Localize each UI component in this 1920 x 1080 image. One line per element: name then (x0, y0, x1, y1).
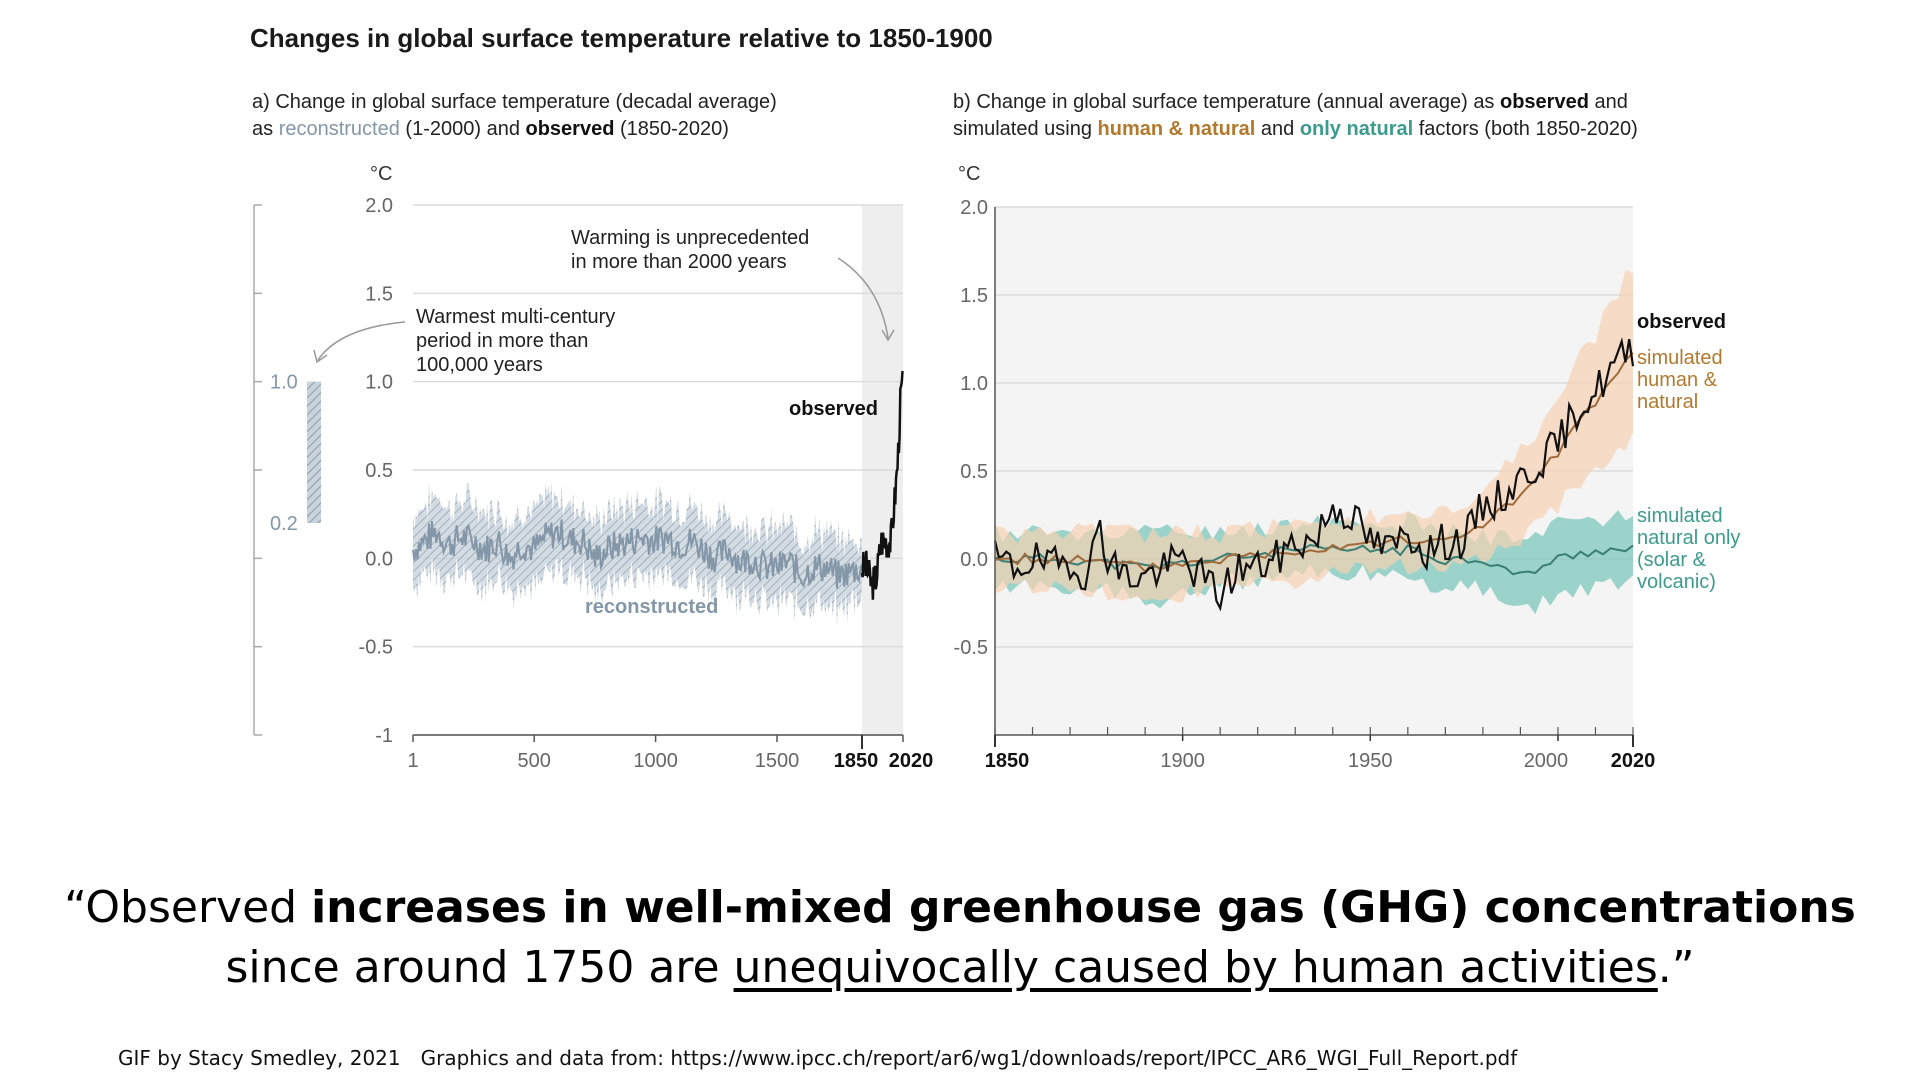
chart-a-subtitle-part-0: a) Change in global surface temperature … (252, 91, 777, 113)
ghg-quote: “Observed increases in well-mixed greenh… (0, 878, 1920, 998)
chart-a-xtick-label: 1850 (834, 750, 879, 772)
chart-b-ytick-label: 0.5 (960, 461, 988, 483)
chart-a-ytick-label: 1.0 (365, 372, 393, 394)
chart-a-xtick-label: 2020 (889, 750, 934, 772)
chart-a-ytick-label: 1.5 (365, 283, 393, 305)
chart-b-xtick-label: 1950 (1348, 750, 1393, 772)
chart-b-xtick-label: 2020 (1611, 750, 1656, 772)
chart-a-xtick-label: 1 (407, 750, 418, 772)
figure-title: Changes in global surface temperature re… (250, 23, 993, 53)
chart-a-subtitle-part-3: (1-2000) and (400, 118, 526, 140)
quote-close: .” (1657, 942, 1695, 993)
chart-b-observed-simulated: b) Change in global surface temperature … (953, 91, 1740, 772)
chart-a-arrowhead-warmest (313, 349, 328, 364)
legend-line: natural only (1637, 527, 1740, 549)
chart-b-observed-line (993, 337, 1635, 612)
quote-line-1: “Observed increases in well-mixed greenh… (0, 878, 1920, 938)
legend-line: observed (1637, 311, 1726, 333)
chart-a-xtick-label: 500 (517, 750, 550, 772)
annotation-line: Warming is unprecedented (571, 227, 809, 249)
quote-bold-phrase: increases in well-mixed greenhouse gas (… (311, 882, 1856, 933)
chart-b-ytick-label: -0.5 (954, 637, 988, 659)
chart-b-legend-obs: observed (1637, 311, 1726, 333)
chart-b-xtick-label: 2000 (1524, 750, 1569, 772)
chart-b-subtitle-part-1: observed (1500, 91, 1589, 113)
chart-a-ylabel: °C (370, 163, 392, 185)
credit-source: Graphics and data from: https://www.ipcc… (420, 1046, 1518, 1070)
annotation-line: in more than 2000 years (571, 251, 787, 273)
chart-a-arrowhead-unprecedented (881, 329, 895, 342)
chart-a-subtitle-part-5: (1850-2020) (614, 118, 729, 140)
credits: GIF by Stacy Smedley, 2021 Graphics and d… (118, 1046, 1537, 1070)
chart-b-ytick-label: 1.0 (960, 373, 988, 395)
chart-b-xtick-label: 1850 (985, 750, 1030, 772)
chart-a-arrow-warmest (317, 321, 406, 361)
chart-b-ytick-label: 1.5 (960, 285, 988, 307)
chart-a-reconstructed-line (412, 519, 863, 589)
chart-b-subtitle-part-4: human & natural (1098, 118, 1256, 140)
chart-a-annotation-unprecedented: Warming is unprecedented in more than 200… (571, 227, 809, 273)
chart-b-ylabel: °C (958, 163, 980, 185)
chart-a-inset-label: 0.2 (270, 513, 298, 535)
legend-line: (solar & (1637, 549, 1707, 571)
chart-a-annotation-warmest: Warmest multi-century period in more than… (416, 306, 615, 376)
chart-a-label-observed: observed (789, 398, 878, 420)
chart-a-ytick-label: 2.0 (365, 195, 393, 217)
chart-a-observed-line (860, 371, 904, 600)
chart-a-subtitle-part-2: reconstructed (279, 118, 400, 140)
chart-a-subtitle-part-1: as (252, 118, 279, 140)
chart-b-subtitle-part-5: and (1255, 118, 1299, 140)
chart-b-subtitle-part-3: simulated using (953, 118, 1098, 140)
legend-line: volcanic) (1637, 571, 1716, 593)
chart-a-reconstructed-band (413, 480, 862, 626)
chart-a-xtick-label: 1000 (633, 750, 678, 772)
legend-line: simulated (1637, 505, 1723, 527)
temperature-figure: Changes in global surface temperature re… (250, 23, 1740, 772)
chart-a-reconstructed-observed: a) Change in global surface temperature … (252, 91, 933, 772)
chart-b-subtitle-part-2: and (1589, 91, 1628, 113)
chart-a-label-reconstructed: reconstructed (585, 596, 718, 618)
annotation-line: Warmest multi-century (416, 306, 615, 328)
chart-b-subtitle-part-0: b) Change in global surface temperature … (953, 91, 1500, 113)
chart-b-subtitle-part-7: factors (both 1850-2020) (1413, 118, 1638, 140)
chart-b-human-natural-line (994, 352, 1634, 574)
chart-a-ytick-label: 0.5 (365, 460, 393, 482)
annotation-line: 100,000 years (416, 354, 543, 376)
chart-a-inset-label: 1.0 (270, 372, 298, 394)
annotation-line: period in more than (416, 330, 588, 352)
quote-line2-start: since around 1750 are (225, 942, 734, 993)
credit-author: GIF by Stacy Smedley, 2021 (118, 1046, 401, 1070)
quote-open: “Observed (64, 882, 312, 933)
chart-a-ytick-label: -1 (375, 725, 393, 747)
chart-b-subtitle: b) Change in global surface temperature … (953, 91, 1638, 140)
quote-line-2: since around 1750 are unequivocally caus… (0, 938, 1920, 998)
chart-a-ytick-label: -0.5 (359, 637, 393, 659)
chart-b-legend-teal: simulated natural only (solar & volcanic) (1637, 505, 1740, 593)
chart-b-ytick-label: 2.0 (960, 197, 988, 219)
chart-a-ytick-label: 0.0 (365, 548, 393, 570)
chart-a-subtitle: a) Change in global surface temperature … (252, 91, 777, 140)
chart-b-xtick-label: 1900 (1160, 750, 1205, 772)
chart-a-arrow-unprecedented (837, 257, 889, 339)
chart-a-xtick-label: 1500 (755, 750, 800, 772)
legend-line: natural (1637, 391, 1698, 413)
legend-line: simulated (1637, 347, 1723, 369)
chart-b-subtitle-part-6: only natural (1300, 118, 1413, 140)
chart-a-inset-range-bar (307, 381, 321, 523)
chart-b-ytick-label: 0.0 (960, 549, 988, 571)
chart-a-subtitle-part-4: observed (526, 118, 615, 140)
quote-underlined-phrase: unequivocally caused by human activities (733, 942, 1658, 993)
chart-b-legend-gold: simulated human & natural (1637, 347, 1723, 413)
legend-line: human & (1637, 369, 1718, 391)
